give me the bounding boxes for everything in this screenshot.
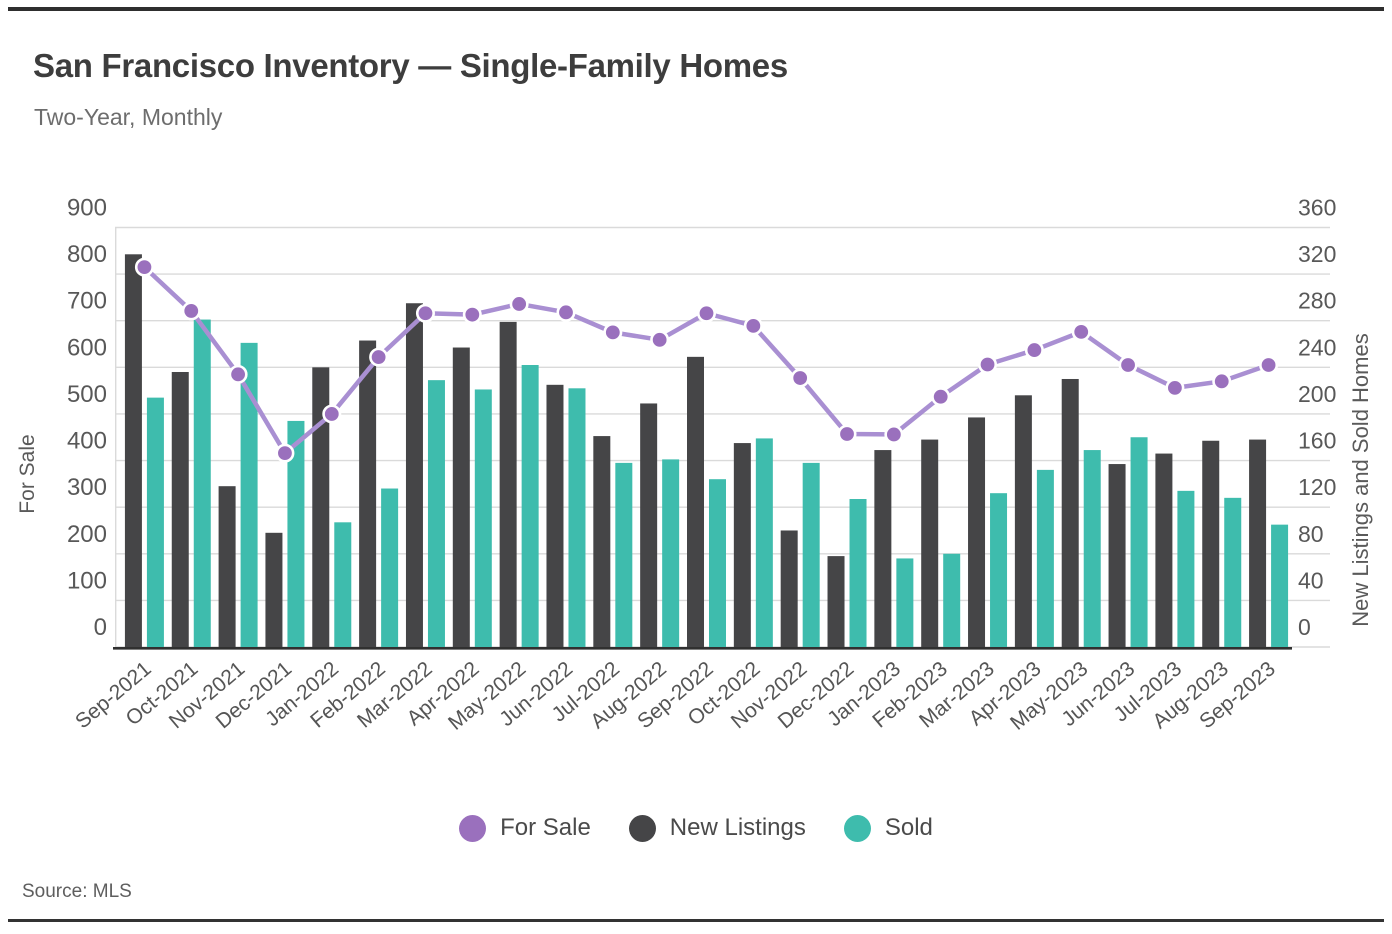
bottom-border-rule: [8, 919, 1384, 922]
svg-text:240: 240: [1298, 334, 1336, 360]
bars-sold: [146, 319, 1289, 647]
right-axis-tick-labels: 0 40 80 120 160 200 240 280 320 360: [1298, 195, 1336, 641]
svg-text:360: 360: [1298, 195, 1336, 221]
chart-title: San Francisco Inventory — Single-Family …: [33, 47, 788, 84]
svg-text:100: 100: [67, 567, 107, 594]
top-border-rule: [8, 7, 1384, 11]
svg-text:700: 700: [67, 288, 107, 315]
x-axis-labels: Sep-2021Oct-2021Nov-2021Dec-2021Jan-2022…: [71, 657, 1280, 735]
svg-text:400: 400: [67, 428, 107, 455]
svg-text:80: 80: [1298, 521, 1324, 547]
new-listings-swatch-icon: [628, 814, 656, 842]
source-note: Source: MLS: [22, 881, 132, 902]
svg-text:40: 40: [1298, 567, 1324, 593]
legend-item-sold[interactable]: Sold: [843, 814, 933, 842]
legend-item-for-sale[interactable]: For Sale: [459, 814, 591, 842]
svg-text:320: 320: [1298, 241, 1336, 267]
svg-text:160: 160: [1298, 428, 1336, 454]
svg-text:900: 900: [67, 195, 107, 222]
bars-new-listings: [124, 254, 1267, 647]
legend-label: New Listings: [669, 814, 806, 841]
sold-swatch-icon: [843, 814, 871, 842]
svg-text:600: 600: [67, 334, 107, 361]
svg-text:300: 300: [67, 474, 107, 501]
chart-subtitle: Two-Year, Monthly: [34, 104, 223, 130]
svg-text:800: 800: [67, 241, 107, 268]
svg-text:0: 0: [94, 614, 107, 641]
legend-item-new-listings[interactable]: New Listings: [628, 814, 806, 842]
svg-text:0: 0: [1298, 614, 1311, 640]
legend-label: For Sale: [500, 814, 591, 841]
svg-text:200: 200: [67, 521, 107, 548]
right-axis-title: New Listings and Sold Homes: [1348, 333, 1373, 627]
for-sale-markers: [134, 257, 1279, 463]
svg-text:500: 500: [67, 381, 107, 408]
left-axis-tick-labels: 0 100 200 300 400 500 600 700 800 900: [67, 195, 107, 642]
for-sale-swatch-icon: [459, 814, 487, 842]
svg-text:120: 120: [1298, 474, 1336, 500]
svg-text:200: 200: [1298, 381, 1336, 407]
legend: For Sale New Listings Sold: [0, 814, 1392, 842]
legend-label: Sold: [884, 814, 933, 841]
left-axis-title: For Sale: [16, 434, 39, 514]
svg-text:280: 280: [1298, 288, 1336, 314]
